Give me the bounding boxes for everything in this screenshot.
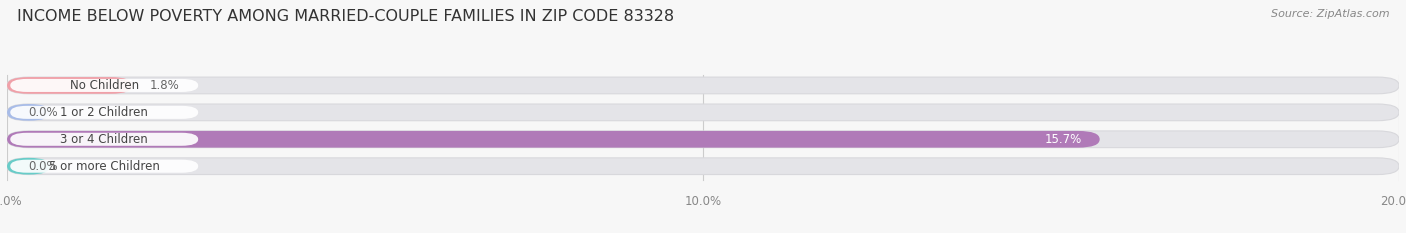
FancyBboxPatch shape bbox=[7, 131, 1099, 148]
Text: 0.0%: 0.0% bbox=[28, 106, 58, 119]
FancyBboxPatch shape bbox=[7, 77, 132, 94]
Text: 1.8%: 1.8% bbox=[149, 79, 180, 92]
Text: 15.7%: 15.7% bbox=[1045, 133, 1083, 146]
Text: 5 or more Children: 5 or more Children bbox=[49, 160, 160, 173]
FancyBboxPatch shape bbox=[10, 79, 198, 92]
Text: 0.0%: 0.0% bbox=[28, 160, 58, 173]
Text: Source: ZipAtlas.com: Source: ZipAtlas.com bbox=[1271, 9, 1389, 19]
FancyBboxPatch shape bbox=[10, 160, 198, 173]
FancyBboxPatch shape bbox=[7, 77, 1399, 94]
FancyBboxPatch shape bbox=[10, 106, 198, 119]
Text: No Children: No Children bbox=[70, 79, 139, 92]
Text: 3 or 4 Children: 3 or 4 Children bbox=[60, 133, 148, 146]
Text: INCOME BELOW POVERTY AMONG MARRIED-COUPLE FAMILIES IN ZIP CODE 83328: INCOME BELOW POVERTY AMONG MARRIED-COUPL… bbox=[17, 9, 673, 24]
Text: 1 or 2 Children: 1 or 2 Children bbox=[60, 106, 148, 119]
FancyBboxPatch shape bbox=[7, 158, 1399, 175]
FancyBboxPatch shape bbox=[7, 104, 1399, 121]
FancyBboxPatch shape bbox=[7, 104, 51, 121]
FancyBboxPatch shape bbox=[7, 131, 1399, 148]
FancyBboxPatch shape bbox=[10, 133, 198, 146]
FancyBboxPatch shape bbox=[7, 158, 51, 175]
